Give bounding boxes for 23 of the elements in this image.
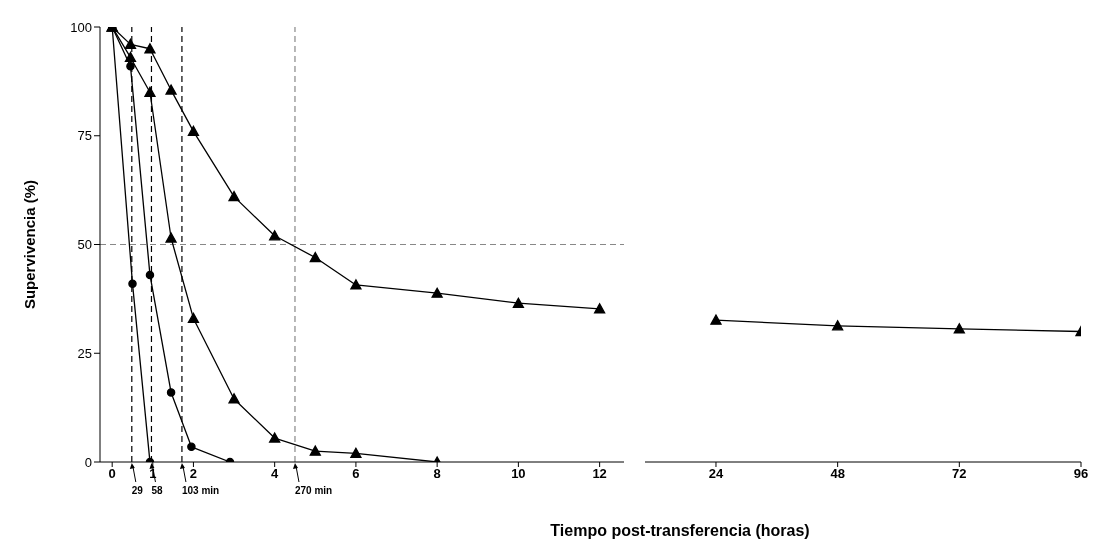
- y-axis-title: Supervivencia (%): [21, 179, 39, 310]
- annotation: 58: [151, 485, 164, 496]
- x-axis-title: Tiempo post-transferencia (horas): [549, 522, 811, 540]
- annotation: 270 min: [294, 485, 333, 496]
- x-tick-label: 24: [708, 466, 724, 482]
- y-tick-label: 50: [77, 237, 92, 253]
- x-tick-label: 4: [271, 466, 280, 482]
- x-tick-label: 8: [433, 466, 441, 482]
- annotation: 29: [131, 485, 144, 496]
- y-tick-label: 0: [84, 454, 92, 470]
- annotation: 103 min: [181, 485, 220, 496]
- x-tick-label: 12: [592, 466, 607, 482]
- y-tick-label: 100: [70, 19, 92, 35]
- y-tick-label: 75: [77, 128, 92, 144]
- x-tick-label: 1: [149, 466, 157, 482]
- y-tick-label: 25: [77, 345, 92, 361]
- x-tick-label: 2: [189, 466, 198, 482]
- x-tick-label: 10: [511, 466, 526, 482]
- x-tick-label: 72: [952, 466, 967, 482]
- x-tick-label: 0: [108, 466, 116, 482]
- x-tick-label: 96: [1073, 466, 1089, 482]
- x-tick-label: 48: [830, 466, 845, 482]
- x-tick-label: 6: [352, 466, 360, 482]
